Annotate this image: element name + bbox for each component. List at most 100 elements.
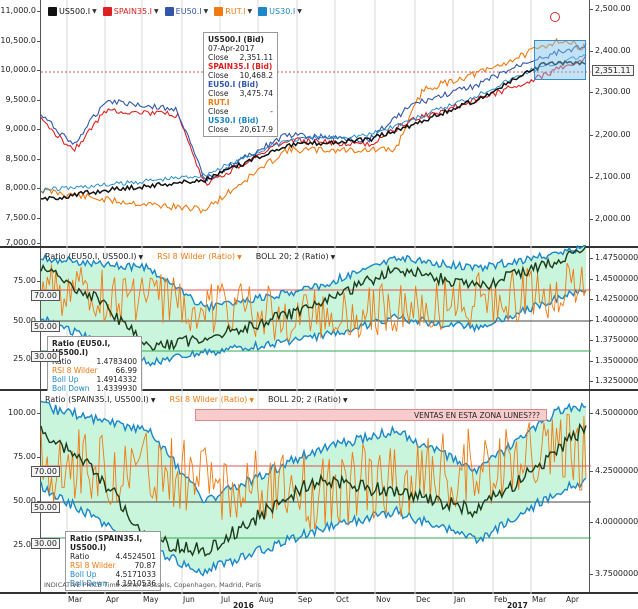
price-left-tick: 8,500.0: [5, 154, 40, 163]
tooltip-label: Close: [208, 89, 229, 98]
time-axis: Mar Apr May Jun Jul Aug Sep Oct Nov Dec Jan Feb Mar A…: [0, 594, 638, 609]
ratio-eu-lines: [40, 244, 591, 391]
dropdown-icon[interactable]: ▼: [297, 8, 302, 15]
tooltip-label: Ratio: [70, 552, 90, 561]
tooltip-title: RUT.I: [208, 98, 230, 107]
dropdown-icon[interactable]: ▼: [92, 8, 97, 15]
month-label: Feb: [494, 595, 508, 604]
ratio-eu-plot-area[interactable]: [40, 244, 591, 391]
ratio-spain-panel[interactable]: 100.00 75.00 50.00 25.00 4.5000000 4.2500000…: [0, 391, 638, 594]
price-plot-area[interactable]: [40, 0, 591, 248]
tooltip-date: 07-Apr-2017: [208, 44, 255, 53]
indicator-legend-label: RSI 8 Wilder (Ratio): [157, 252, 236, 261]
tooltip-title: EU50.I (Bid): [208, 80, 259, 89]
indicator-legend-label: BOLL 20; 2 (Ratio): [268, 395, 341, 404]
legend-item[interactable]: US500.I ▼: [48, 7, 97, 16]
clock-icon[interactable]: [550, 12, 560, 22]
zoom-selection-box[interactable]: [534, 40, 586, 80]
ratio-eu-panel[interactable]: 75.00 50.00 25.00 1.4750000 1.4500000 1.4250…: [0, 244, 638, 396]
dropdown-icon[interactable]: ▼: [203, 8, 209, 15]
series-color-icon: [214, 7, 224, 16]
rsi-tick: 100.00: [8, 408, 40, 417]
year-label: 2016: [233, 601, 254, 609]
rsi-tick: 50.00: [13, 496, 40, 505]
tooltip-title: Ratio (SPAIN35.I, US500.I): [70, 534, 143, 552]
price-panel[interactable]: 11,000.0 10,500.0 10,000.0 9,500.0 9,000.0 8,…: [0, 0, 638, 248]
ratio-tick: 4.0000000: [589, 517, 638, 526]
ratio-tick: 1.3750000: [589, 335, 638, 344]
dropdown-icon[interactable]: ▼: [247, 8, 253, 15]
indicator-legend-item[interactable]: BOLL 20; 2 (Ratio) ▼: [256, 252, 336, 261]
legend-item[interactable]: US30.I ▼: [258, 7, 302, 16]
month-label: Nov: [376, 595, 391, 604]
indicator-legend-item[interactable]: Ratio (SPAIN35.I, US500.I) ▼: [45, 395, 155, 404]
indicator-legend-item[interactable]: RSI 8 Wilder (Ratio) ▼: [157, 252, 242, 261]
ratio-tick: 4.5000000: [589, 408, 638, 417]
ratio-spain-plot-area[interactable]: [40, 391, 591, 594]
boll-up-line: [40, 244, 587, 313]
legend-label: US30.I: [269, 7, 296, 16]
price-right-tick: 2,100.00: [590, 172, 631, 181]
dropdown-icon[interactable]: ▼: [138, 254, 144, 261]
month-label: Dec: [416, 595, 431, 604]
legend-label: US500.I: [59, 7, 91, 16]
ratio-tick: 3.7500000: [589, 569, 638, 578]
rsi-line: [40, 413, 587, 530]
tooltip-value: 70.87: [134, 561, 156, 570]
month-label: Sep: [298, 595, 313, 604]
ratio-tick: 1.4750000: [589, 253, 638, 262]
indicator-legend-label: Ratio (SPAIN35.I, US500.I): [45, 395, 149, 404]
legend-label: RUT.I: [225, 7, 246, 16]
price-right-tick: 2,300.00: [590, 87, 631, 96]
tooltip-label: Close: [208, 71, 229, 80]
tooltip-value: 4.4524501: [115, 552, 156, 561]
indicator-legend-item[interactable]: RSI 8 Wilder (Ratio) ▼: [169, 395, 254, 404]
dropdown-icon[interactable]: ▼: [237, 254, 242, 261]
indicator-legend-label: Ratio (EU50.I, US500.I): [45, 252, 137, 261]
tooltip-label: Close: [208, 125, 229, 134]
month-label: Jun: [183, 595, 195, 604]
tooltip-value: 10,468.2: [239, 71, 273, 80]
price-right-tick: 2,500.00: [590, 4, 631, 13]
price-right-tick: 2,000.00: [590, 214, 631, 223]
month-label: Mar: [532, 595, 547, 604]
tooltip-value: 3,475.74: [239, 89, 273, 98]
month-label: Oct: [336, 595, 349, 604]
ratio-tick: 1.3500000: [589, 355, 638, 365]
ratio-tick: 1.4500000: [589, 273, 638, 283]
tooltip-title: US500.I (Bid): [208, 35, 264, 44]
tooltip-value: 66.99: [115, 366, 137, 375]
ratio-line: [40, 422, 587, 557]
tooltip-label: RSI 8 Wilder: [70, 561, 116, 570]
rsi-tick: 75.00: [13, 276, 40, 285]
rsi-level-label: 50.00: [31, 321, 60, 332]
annotation-box[interactable]: VENTAS EN ESTA ZONA LUNES???: [195, 409, 547, 421]
dropdown-icon[interactable]: ▼: [154, 8, 159, 15]
rsi-axis: 75.00 50.00 25.00: [0, 248, 40, 389]
legend-item[interactable]: EU50.I ▼: [164, 7, 209, 16]
right-price-axis: 2,500.00 2,400.00 2,300.00 2,200.00 2,100.00…: [590, 0, 638, 246]
dropdown-icon[interactable]: ▼: [249, 397, 255, 404]
tooltip-label: Boll Down: [70, 579, 108, 588]
legend-item[interactable]: SPAIN35.I ▼: [102, 7, 159, 16]
tooltip-label: Close: [208, 107, 229, 116]
legend-item[interactable]: RUT.I ▼: [214, 7, 252, 16]
tooltip-label: Close: [208, 53, 229, 62]
price-left-tick: 9,500.0: [5, 95, 40, 104]
indicator-legend-item[interactable]: Ratio (EU50.I, US500.I) ▼: [45, 252, 143, 261]
indicator-legend: Ratio (EU50.I, US500.I) ▼ RSI 8 Wilder (Ra…: [45, 252, 335, 261]
tooltip-label: Boll Up: [70, 570, 97, 579]
legend-label: EU50.I: [175, 7, 202, 16]
price-left-tick: 11,000.0: [0, 6, 40, 15]
price-right-tick: 2,400.00: [590, 46, 631, 55]
dropdown-icon[interactable]: ▼: [342, 397, 348, 404]
indicator-legend-item[interactable]: BOLL 20; 2 (Ratio) ▼: [268, 395, 348, 404]
rsi-tick: 75.00: [13, 452, 40, 461]
tooltip-label: Boll Down: [52, 384, 90, 393]
series-color-icon: [164, 7, 174, 16]
dropdown-icon[interactable]: ▼: [330, 254, 336, 261]
dropdown-icon[interactable]: ▼: [150, 397, 156, 404]
us500-series-line: [40, 59, 587, 202]
price-left-tick: 7,500.0: [5, 213, 40, 222]
indicator-legend-label: BOLL 20; 2 (Ratio): [255, 252, 329, 261]
